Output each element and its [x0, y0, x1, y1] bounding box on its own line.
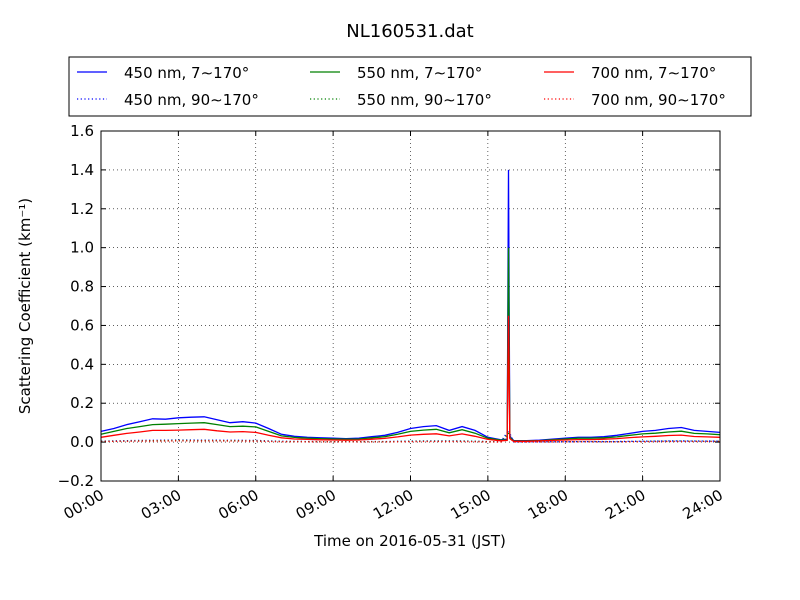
x-axis-label: Time on 2016-05-31 (JST): [313, 532, 506, 550]
series-line-2: [100, 247, 721, 442]
y-tick-label: 1.4: [70, 161, 94, 179]
x-tick-label: 03:00: [138, 486, 184, 523]
y-tick-label: 1.0: [70, 239, 94, 257]
x-tick-label: 18:00: [525, 486, 571, 523]
series-lines: [100, 169, 721, 443]
legend: 450 nm, 7∼170° 550 nm, 7∼170° 700 nm, 7∼17…: [68, 56, 752, 117]
x-tick-label: 21:00: [602, 486, 648, 523]
y-tick-label: 1.2: [70, 200, 94, 218]
series-line-6: [100, 435, 720, 443]
x-tick-label: 12:00: [370, 486, 416, 523]
y-tick-label: 0.8: [70, 278, 94, 296]
axis-ticks: 00:00 03:00 06:00 09:00 12:00 15:00 18:00 21:00…: [58, 122, 726, 523]
y-tick-label: 0.2: [70, 394, 94, 412]
series-line-3: [100, 315, 721, 442]
y-tick-label: 0.0: [70, 433, 94, 451]
x-tick-label: 24:00: [680, 486, 726, 523]
y-tick-label: 1.6: [70, 122, 94, 140]
chart-title: NL160531.dat: [346, 21, 473, 42]
y-tick-label: 0.4: [70, 355, 94, 373]
series-line-1: [100, 169, 721, 442]
legend-label: 700 nm, 90∼170°: [591, 91, 726, 109]
legend-label: 450 nm, 90∼170°: [124, 91, 259, 109]
legend-label: 550 nm, 7∼170°: [357, 64, 482, 82]
legend-label: 700 nm, 7∼170°: [591, 64, 716, 82]
x-tick-label: 15:00: [447, 486, 493, 523]
x-tick-label: 09:00: [293, 486, 339, 523]
y-tick-label: −0.2: [58, 472, 94, 490]
x-tick-label: 06:00: [215, 486, 261, 523]
x-tick-label: 00:00: [61, 486, 107, 523]
y-axis-label: Scattering Coefficient (km⁻¹): [16, 198, 34, 414]
y-tick-label: 0.6: [70, 316, 94, 334]
legend-label: 550 nm, 90∼170°: [357, 91, 492, 109]
legend-label: 450 nm, 7∼170°: [124, 64, 249, 82]
legend-box: [68, 56, 752, 117]
